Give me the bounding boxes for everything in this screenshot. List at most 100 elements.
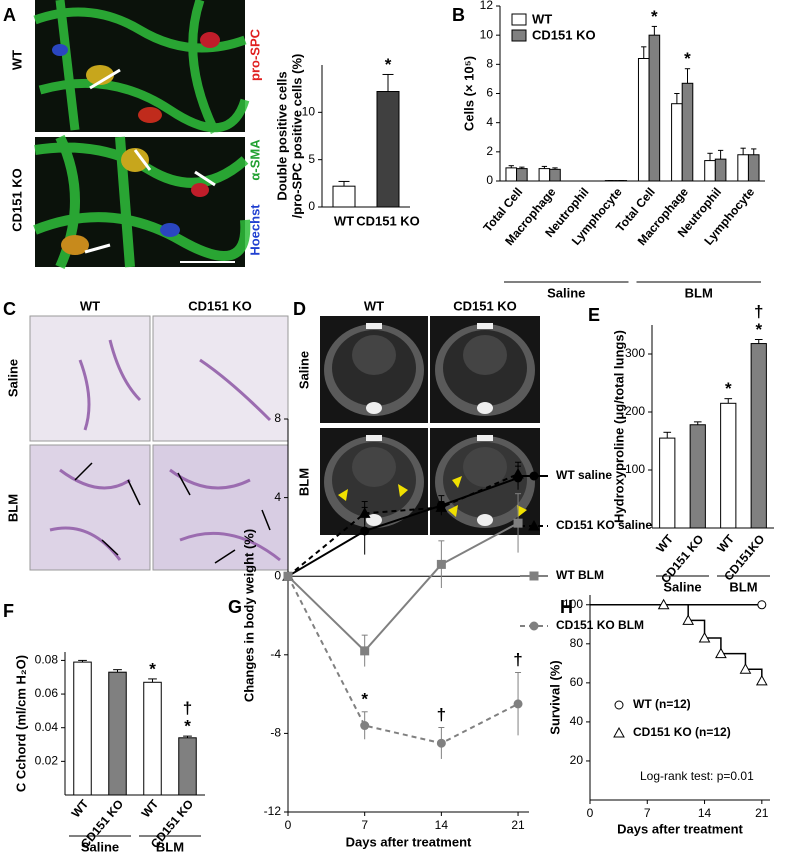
ct-image <box>320 316 540 535</box>
marker <box>358 507 371 518</box>
marker <box>613 726 625 738</box>
group-label: Saline <box>81 839 119 853</box>
panel-letter: F <box>3 601 14 621</box>
column-label: CD151 KO <box>188 298 252 313</box>
arrow <box>84 243 111 254</box>
x-tick-label: 7 <box>644 806 651 820</box>
x-tick-label: WT <box>69 796 92 820</box>
panel-letter: D <box>293 299 306 319</box>
marker <box>715 647 727 659</box>
stain-label: pro-SPC <box>247 28 262 81</box>
bar <box>689 424 706 529</box>
y-axis-label: Double positive cells <box>274 71 289 200</box>
y-tick-label: -12 <box>264 804 282 818</box>
histology-image <box>29 444 151 571</box>
y-tick-label: 10 <box>302 105 316 119</box>
arrows <box>74 462 271 564</box>
legend-label: CD151 KO (n=12) <box>633 725 731 739</box>
series-line <box>287 473 519 577</box>
x-tick-label: WT <box>139 796 162 820</box>
stain-label: Hoechst <box>247 204 262 256</box>
y-tick-label: 0 <box>486 173 493 187</box>
y-tick-label: 100 <box>563 597 583 611</box>
tissue <box>49 339 281 562</box>
legend-label: WT (n=12) <box>633 697 691 711</box>
bar <box>516 168 528 182</box>
histology-image <box>29 315 151 442</box>
y-tick-label: 0.04 <box>35 720 59 734</box>
bar <box>332 185 356 208</box>
row-label: Saline <box>296 351 311 389</box>
x-tick-label: CD151 KO <box>356 213 420 228</box>
annotation: * <box>385 55 392 74</box>
marker <box>614 700 624 710</box>
y-tick-label: 4 <box>274 490 281 504</box>
annotation: * <box>651 7 658 26</box>
marker <box>436 738 446 748</box>
y-tick-label: -8 <box>270 726 281 740</box>
bar <box>73 661 92 796</box>
column-label: WT <box>364 298 384 313</box>
y-axis-label: Changes in body weight (%) <box>241 529 256 702</box>
legend-label: CD151 KO BLM <box>556 618 644 632</box>
arrow <box>89 68 121 90</box>
bar <box>671 103 683 182</box>
x-tick-label: 0 <box>285 818 292 832</box>
x-tick-label: 21 <box>755 806 769 820</box>
bar <box>714 158 727 182</box>
x-tick-label: WT <box>334 213 354 228</box>
marker <box>513 699 523 709</box>
annotation: † <box>513 650 522 669</box>
histology-panel: C WT CD151 KO Saline BLM <box>3 298 289 571</box>
y-axis-label: /pro-SPC positive cells (%) <box>289 54 304 219</box>
annotation: * <box>684 49 691 68</box>
micrograph-panel: WT CD151 KO pro-SPC α-SMA Hoechst <box>9 0 262 270</box>
y-tick-label: 8 <box>486 57 493 71</box>
panel-letter: A <box>3 5 16 25</box>
x-tick-label: 14 <box>698 806 712 820</box>
marker <box>435 501 448 512</box>
marker <box>513 518 523 528</box>
bar <box>704 160 716 182</box>
y-tick-label: 20 <box>570 753 584 767</box>
series-line <box>287 522 519 653</box>
group-label: BLM <box>156 839 184 853</box>
legend-label: CD151 KO <box>532 27 596 42</box>
group-label: Saline <box>547 285 585 300</box>
y-axis-label: Survival (%) <box>547 660 562 734</box>
bar <box>737 154 749 182</box>
y-tick-label: 10 <box>480 27 494 41</box>
panel-letter: B <box>452 5 465 25</box>
y-tick-label: 0 <box>308 199 315 213</box>
y-tick-label: 0.06 <box>35 686 59 700</box>
x-tick-label: WT <box>653 531 676 555</box>
marker <box>529 571 539 581</box>
row-label: BLM <box>5 494 20 522</box>
y-tick-label: 0.08 <box>35 653 59 667</box>
marker <box>512 467 524 479</box>
x-tick-label: 14 <box>435 818 449 832</box>
legend-label: WT BLM <box>556 568 604 582</box>
x-axis-label: Days after treatment <box>346 834 472 849</box>
bar <box>549 168 561 182</box>
row-label: WT <box>9 50 24 70</box>
y-tick-label: 0 <box>274 568 281 582</box>
stain-label: α-SMA <box>247 139 262 181</box>
marker <box>529 471 539 481</box>
bar <box>505 167 518 182</box>
y-tick-label: 300 <box>625 346 645 360</box>
y-axis-label: Cells (× 10⁵) <box>461 56 476 131</box>
bar <box>648 34 661 182</box>
tissue <box>33 0 250 134</box>
y-tick-label: 80 <box>570 636 584 650</box>
marker <box>757 600 767 610</box>
x-tick-label: WT <box>714 531 737 555</box>
y-tick-label: 2 <box>486 144 493 158</box>
group-label: Saline <box>663 579 701 594</box>
panel-letter: G <box>228 597 242 617</box>
bar <box>637 58 650 182</box>
panel-letter: E <box>588 305 600 325</box>
x-tick-label: 21 <box>511 818 525 832</box>
panel-letter: C <box>3 299 16 319</box>
